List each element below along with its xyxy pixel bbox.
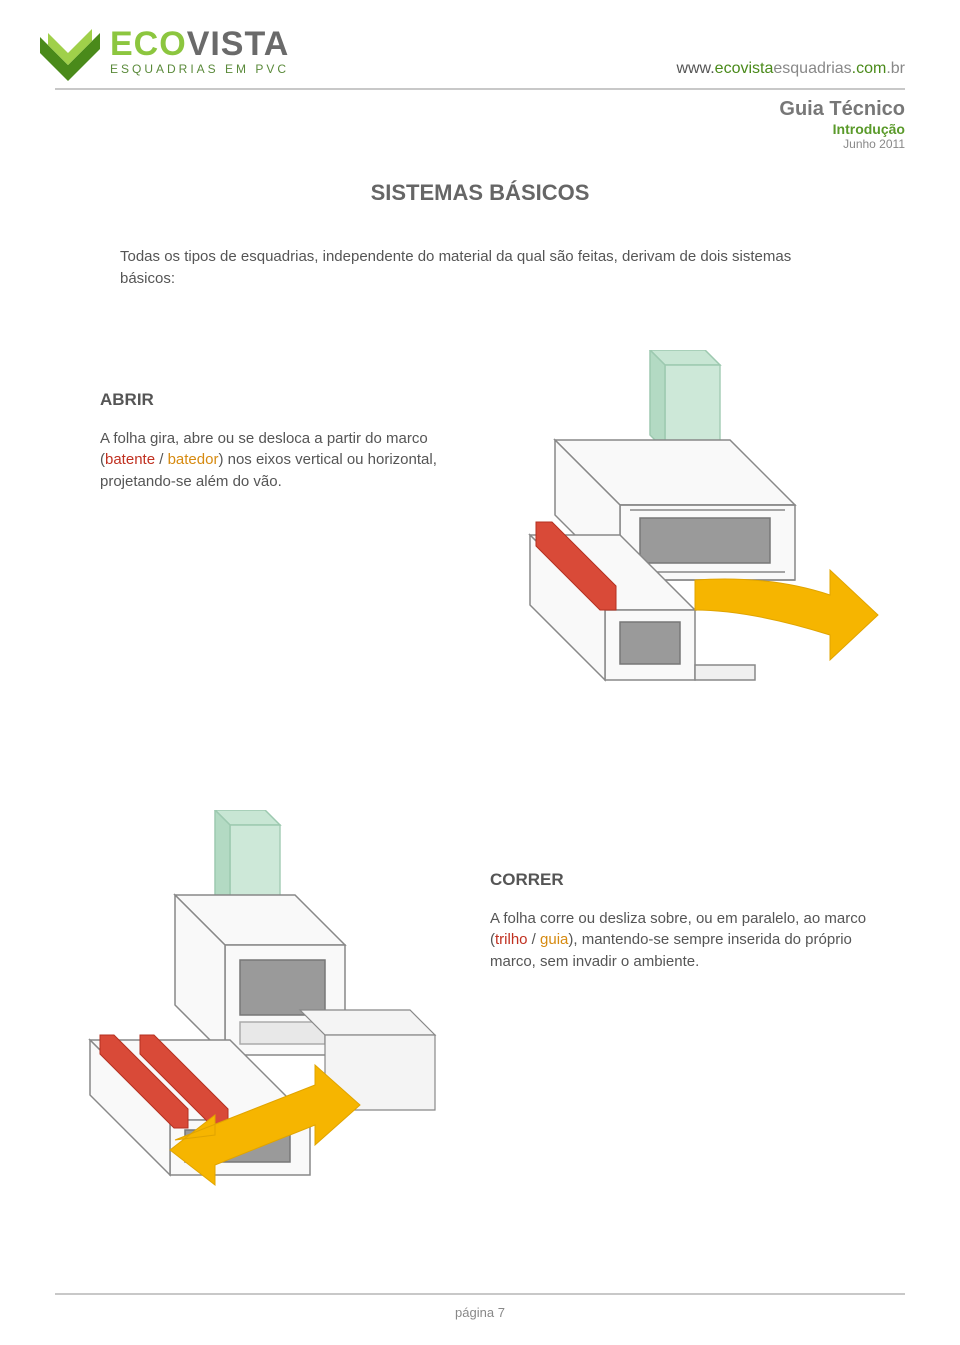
- correr-diagram-svg: [80, 810, 440, 1190]
- guide-date: Junho 2011: [779, 137, 905, 151]
- correr-text-block: CORRER A folha corre ou desliza sobre, o…: [490, 810, 870, 973]
- url-part1: ecovista: [715, 60, 774, 77]
- abrir-diagram: [500, 350, 880, 690]
- page-title: SISTEMAS BÁSICOS: [0, 180, 960, 206]
- abrir-diagram-svg: [500, 350, 880, 690]
- abrir-text-block: ABRIR A folha gira, abre ou se desloca a…: [100, 350, 460, 493]
- logo-name-part2: VISTA: [187, 25, 290, 63]
- url-part2: esquadrias: [773, 60, 851, 77]
- correr-highlight-guia: guia: [540, 931, 568, 948]
- url-prefix: www.: [676, 60, 714, 77]
- page-header: ECOVISTA ESQUADRIAS EM PVC www.ecovistae…: [0, 0, 960, 120]
- section-correr: CORRER A folha corre ou desliza sobre, o…: [80, 810, 870, 1190]
- intro-text: Todas os tipos de esquadrias, independen…: [120, 246, 840, 290]
- logo-mark-icon: [30, 18, 105, 93]
- guide-block: Guia Técnico Introdução Junho 2011: [779, 98, 905, 151]
- footer-page-number: página 7: [0, 1305, 960, 1320]
- website-url: www.ecovistaesquadrias.com.br: [676, 60, 905, 78]
- abrir-heading: ABRIR: [100, 390, 460, 410]
- correr-highlight-trilho: trilho: [495, 931, 528, 948]
- logo-name-part1: ECO: [110, 25, 187, 63]
- abrir-highlight-batente: batente: [105, 451, 155, 468]
- url-part4: .br: [886, 60, 905, 77]
- correr-diagram: [80, 810, 440, 1190]
- abrir-highlight-batedor: batedor: [168, 451, 219, 468]
- url-part3: .com: [852, 60, 887, 77]
- correr-heading: CORRER: [490, 870, 870, 890]
- abrir-body: A folha gira, abre ou se desloca a parti…: [100, 428, 460, 493]
- guide-title: Guia Técnico: [779, 98, 905, 121]
- correr-body: A folha corre ou desliza sobre, ou em pa…: [490, 908, 870, 973]
- footer-divider: [55, 1293, 905, 1295]
- header-divider: [55, 88, 905, 90]
- guide-subtitle: Introdução: [779, 121, 905, 137]
- section-abrir: ABRIR A folha gira, abre ou se desloca a…: [100, 350, 880, 690]
- logo-subtitle: ESQUADRIAS EM PVC: [110, 62, 289, 76]
